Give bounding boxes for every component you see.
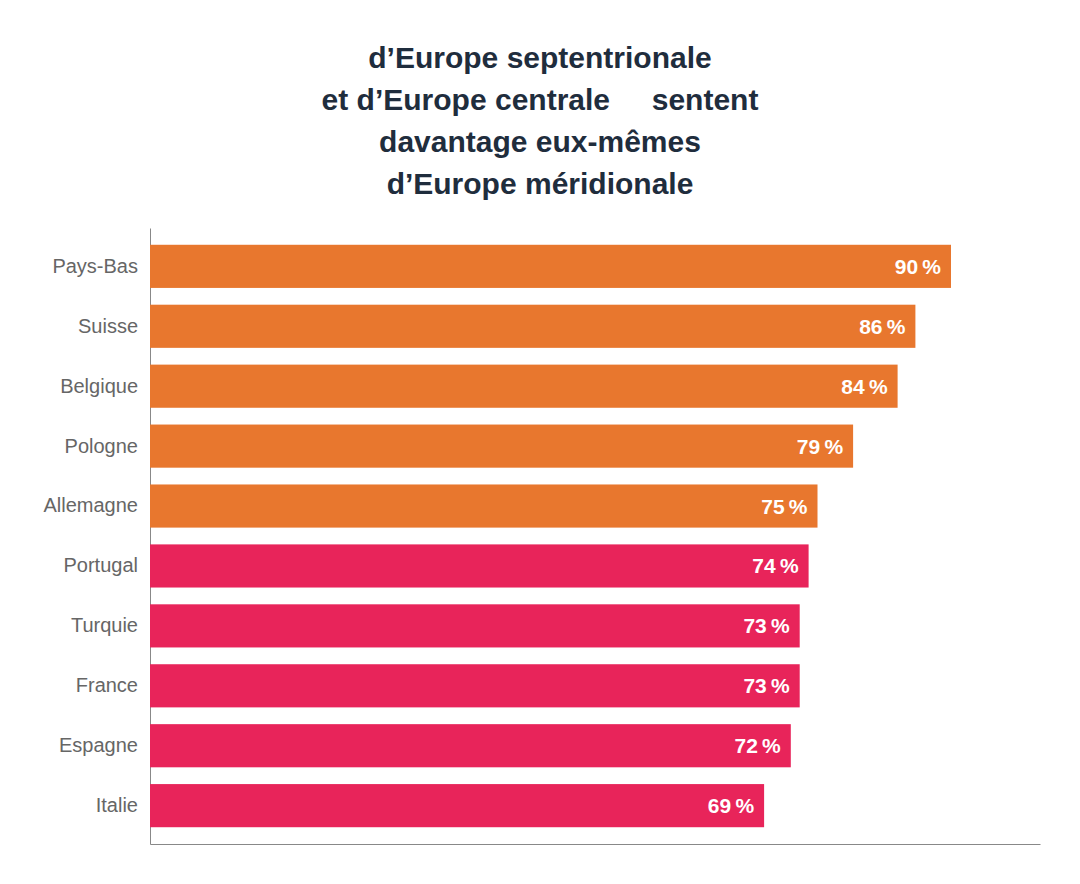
tick-label: Espagne [59, 734, 138, 756]
title-line: davantage eux-mêmes [379, 125, 701, 158]
y-axis: Pays-Bas Suisse Belgique Pologne Allemagne Po… [43, 229, 150, 845]
x-axis [151, 844, 1041, 845]
tick: Portugal [64, 554, 139, 576]
data-label: 79 % [797, 435, 844, 458]
tick: Suisse [78, 315, 138, 337]
tick-label: Pays-Bas [52, 255, 138, 277]
bar [150, 484, 818, 527]
tick: Allemagne [43, 494, 138, 516]
tick-label: Turquie [71, 614, 138, 636]
tick-label: France [76, 674, 138, 696]
bar [150, 604, 800, 647]
bar [150, 544, 809, 587]
tick: France [76, 674, 138, 696]
tick: Pays-Bas [52, 255, 138, 277]
tick: Pologne [65, 435, 138, 457]
tick: Espagne [59, 734, 138, 756]
value-axis-line [151, 844, 1041, 845]
data-label: 72 % [735, 734, 782, 757]
data-label: 84 % [841, 375, 888, 398]
bar [150, 245, 951, 288]
tick: Belgique [60, 375, 138, 397]
tick-label: Portugal [64, 554, 139, 576]
bar [150, 724, 791, 767]
data-label: 69 % [708, 794, 755, 817]
bar [150, 784, 764, 827]
tick-label: Allemagne [43, 494, 138, 516]
data-label: 73 % [743, 614, 790, 637]
tick-label: Italie [96, 794, 138, 816]
title-line: d’Europe méridionale [387, 167, 694, 200]
tick: Italie [96, 794, 138, 816]
tick-label: Pologne [65, 435, 138, 457]
tick-label: Belgique [60, 375, 138, 397]
chart: d’Europe septentrionale et d’Europe centr… [0, 0, 1080, 884]
data-labels: 90 % 86 % 84 % 79 % 75 % 74 % 73 % 73 % 72 % 69 % [708, 255, 941, 817]
bars [150, 245, 951, 827]
bar [150, 664, 800, 707]
data-label: 86 % [859, 315, 906, 338]
tick: Turquie [71, 614, 138, 636]
bar [150, 365, 898, 408]
data-label: 90 % [895, 255, 942, 278]
plot: Pays-Bas Suisse Belgique Pologne Allemagne Po… [43, 229, 1040, 845]
data-label: 73 % [743, 674, 790, 697]
title-line: d’Europe septentrionale [368, 41, 711, 74]
data-label: 74 % [752, 554, 799, 577]
bar [150, 425, 853, 468]
title: d’Europe septentrionale et d’Europe centr… [322, 41, 759, 200]
title-line: et d’Europe centrale sentent [322, 83, 759, 116]
bar [150, 305, 915, 348]
tick-label: Suisse [78, 315, 138, 337]
data-label: 75 % [761, 495, 808, 518]
